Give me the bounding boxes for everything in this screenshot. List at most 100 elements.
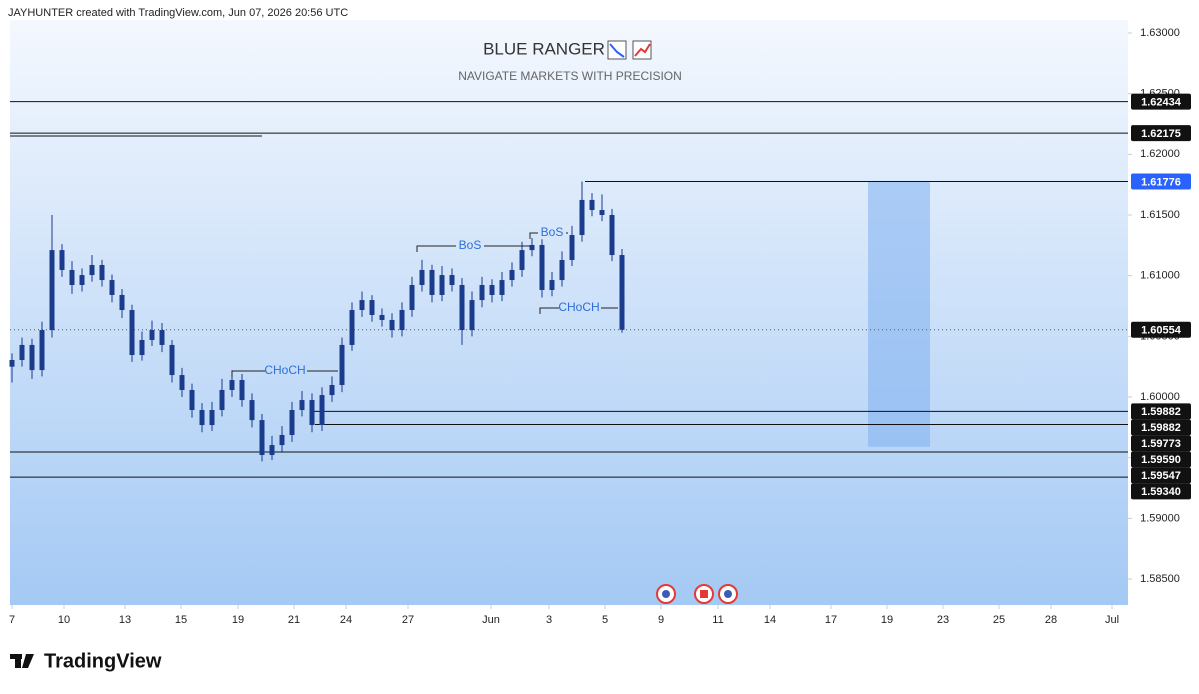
- candle-body: [19, 344, 25, 361]
- y-tick-label: 1.63000: [1140, 27, 1180, 39]
- price-label: 1.59773: [1141, 438, 1181, 450]
- x-tick-label: 21: [288, 614, 300, 626]
- x-tick-label: 23: [937, 614, 949, 626]
- candle-body: [169, 344, 175, 376]
- price-label-box: [1131, 451, 1191, 468]
- candle-body: [229, 380, 235, 390]
- candle-body: [379, 314, 385, 320]
- candle-body: [459, 285, 465, 331]
- candle-body: [249, 400, 255, 421]
- candle-body: [109, 280, 115, 295]
- candle-body: [309, 400, 315, 426]
- event-icons: [656, 584, 738, 604]
- candle-body: [289, 410, 295, 435]
- price-label: 1.59590: [1141, 454, 1181, 466]
- candle-body: [279, 434, 285, 446]
- price-label: 1.59547: [1141, 470, 1181, 482]
- price-label-box: [1131, 403, 1191, 420]
- candle-body: [269, 445, 275, 456]
- price-label-box: [1131, 173, 1191, 190]
- y-tick-label: 1.58500: [1140, 573, 1180, 585]
- candle-body: [159, 330, 165, 345]
- x-tick-label: 19: [881, 614, 893, 626]
- candle-body: [349, 310, 355, 345]
- candle-body: [139, 339, 145, 356]
- price-label: 1.60554: [1141, 325, 1182, 337]
- candle-body: [239, 380, 245, 401]
- header: JAYHUNTER created with TradingView.com, …: [8, 7, 348, 19]
- x-tick-label: 15: [175, 614, 187, 626]
- y-tick-label: 1.60000: [1140, 391, 1180, 403]
- candle-body: [449, 275, 455, 286]
- price-label: 1.62175: [1141, 128, 1181, 140]
- candle-body: [179, 375, 185, 390]
- candle-body: [389, 319, 395, 331]
- x-tick-label: 9: [658, 614, 664, 626]
- candle-body: [259, 420, 265, 456]
- y-tick-label: 1.61500: [1140, 209, 1180, 221]
- x-tick-label: 14: [764, 614, 776, 626]
- candle-body: [609, 215, 615, 256]
- brand-logo: [10, 654, 34, 668]
- candle-body: [149, 330, 155, 340]
- candle-body: [479, 285, 485, 301]
- candle-body: [219, 389, 225, 410]
- candle-body: [199, 410, 205, 426]
- candle-body: [489, 285, 495, 295]
- x-tick-label: 13: [119, 614, 131, 626]
- x-tick-label: 28: [1045, 614, 1057, 626]
- candle-body: [329, 385, 335, 396]
- brand: TradingView: [44, 650, 162, 672]
- candle-body: [429, 269, 435, 295]
- annotation: CHoCH: [558, 300, 599, 314]
- price-label-box: [1131, 419, 1191, 436]
- candle-body: [119, 294, 125, 311]
- candle-body: [509, 269, 515, 281]
- candle-body: [9, 360, 15, 367]
- candle-body: [39, 330, 45, 371]
- candle-body: [529, 244, 535, 251]
- candle-body: [539, 244, 545, 290]
- candle-body: [599, 210, 605, 215]
- x-tick-label: 10: [58, 614, 70, 626]
- price-label-box: [1131, 435, 1191, 452]
- candle-body: [209, 410, 215, 426]
- candle-body: [619, 255, 625, 330]
- x-tick-label: Jul: [1105, 614, 1119, 626]
- candle-body: [499, 280, 505, 295]
- candle-body: [29, 344, 35, 371]
- chart-title: BLUE RANGER: [483, 39, 605, 58]
- candle-body: [579, 199, 585, 236]
- annotation: BoS: [541, 225, 564, 239]
- x-tick-label: 11: [712, 614, 723, 626]
- annotation: BoS: [459, 238, 482, 252]
- y-tick-label: 1.61000: [1140, 270, 1180, 282]
- plot-background: [10, 20, 1128, 605]
- chart-subtitle: NAVIGATE MARKETS WITH PRECISION: [458, 69, 682, 83]
- price-label-box: [1131, 483, 1191, 500]
- y-tick-label: 1.59000: [1140, 512, 1180, 524]
- candle-body: [399, 310, 405, 331]
- zone: [868, 181, 930, 447]
- price-label: 1.59882: [1141, 406, 1181, 418]
- price-label-box: [1131, 93, 1191, 110]
- candle-body: [419, 269, 425, 286]
- candle-body: [189, 389, 195, 410]
- x-tick-label: 19: [232, 614, 244, 626]
- x-tick-label: 7: [9, 614, 15, 626]
- candle-body: [369, 300, 375, 315]
- price-label: 1.59340: [1141, 486, 1181, 498]
- candle-body: [319, 395, 325, 426]
- x-tick-label: 3: [546, 614, 552, 626]
- title-icons: [607, 40, 652, 60]
- price-label: 1.61776: [1141, 176, 1181, 188]
- candle-body: [69, 269, 75, 286]
- candle-body: [59, 250, 65, 270]
- candle-body: [89, 264, 95, 276]
- x-tick-label: 17: [825, 614, 837, 626]
- x-tick-label: 24: [340, 614, 352, 626]
- candle-body: [559, 260, 565, 281]
- y-tick-label: 1.62000: [1140, 148, 1180, 160]
